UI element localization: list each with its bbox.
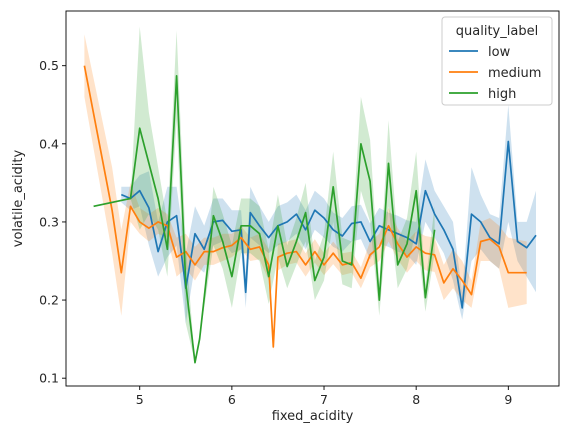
legend-label-low: low <box>488 45 511 60</box>
y-tick-label: 0.3 <box>39 214 59 229</box>
legend-label-high: high <box>488 87 516 102</box>
plot-frame <box>65 10 560 387</box>
ci-band-high <box>93 26 435 363</box>
legend-title: quality_label <box>456 24 538 39</box>
ci-band-low <box>121 104 537 324</box>
x-tick-label: 6 <box>228 392 236 407</box>
series-line-high <box>93 74 436 364</box>
x-tick-label: 5 <box>136 392 144 407</box>
series-line-medium <box>83 65 527 348</box>
x-axis-ticks: 5 6 7 8 9 <box>136 386 512 407</box>
y-axis-ticks: 0.1 0.2 0.3 0.4 0.5 <box>39 58 66 386</box>
legend: quality_label low medium high <box>441 16 553 106</box>
legend-label-medium: medium <box>488 66 541 81</box>
series-lines <box>83 65 537 364</box>
legend-box <box>441 16 553 106</box>
series-line-low <box>120 140 537 309</box>
legend-items: low medium high <box>449 45 541 102</box>
x-tick-label: 8 <box>412 392 420 407</box>
y-tick-label: 0.1 <box>39 371 59 386</box>
x-axis-label: fixed_acidity <box>272 409 354 424</box>
y-tick-label: 0.5 <box>39 58 59 73</box>
x-tick-label: 7 <box>320 392 328 407</box>
y-tick-label: 0.4 <box>39 136 59 151</box>
y-axis-label: volatile_acidity <box>11 149 26 247</box>
x-tick-label: 9 <box>504 392 512 407</box>
y-tick-label: 0.2 <box>39 293 59 308</box>
ci-band-medium <box>84 34 527 351</box>
